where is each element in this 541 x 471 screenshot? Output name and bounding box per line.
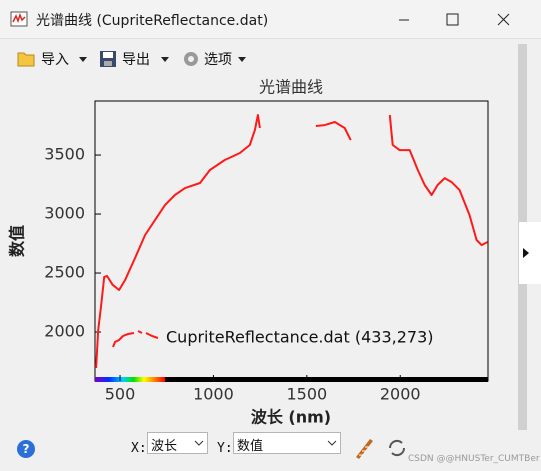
combo-arrow: [327, 440, 337, 446]
refresh-button[interactable]: [388, 439, 406, 457]
app-icon: [10, 11, 28, 27]
svg-text:?: ?: [23, 442, 30, 456]
y-tick-label: 3500: [44, 145, 85, 164]
x-tick-label: 500: [105, 385, 136, 404]
y-tick-label: 2000: [44, 322, 85, 341]
window-buttons: [399, 13, 510, 26]
window-title: 光谱曲线 (CupriteReflectance.dat): [36, 13, 269, 29]
spectrum-line: [95, 114, 489, 369]
y-selector-label: Y:: [217, 441, 233, 456]
options-icon[interactable]: [184, 52, 198, 66]
watermark: CSDN @@HNUSTer_CUMTBer: [408, 454, 540, 464]
x-selector[interactable]: 波长: [147, 432, 208, 454]
import-menu[interactable]: 导入: [41, 52, 69, 68]
x-tick-label: 1500: [286, 385, 327, 404]
close-button[interactable]: [497, 13, 510, 26]
tool-icons: [356, 439, 406, 459]
title-bar: 光谱曲线 (CupriteReflectance.dat): [0, 0, 541, 39]
arrow: [523, 248, 529, 258]
x-axis-label: 波长 (nm): [251, 408, 331, 427]
maximize-button[interactable]: [446, 13, 459, 26]
visible-spectrum: [95, 377, 165, 382]
y-selector-value: 数值: [237, 439, 264, 454]
y-axis-label: 数值: [8, 225, 27, 257]
legend-swatch: [112, 330, 159, 348]
help-button[interactable]: ?: [15, 438, 37, 460]
x-selector-label: X:: [131, 441, 147, 456]
spectrum-bar: [95, 377, 488, 382]
dropdown-arrow[interactable]: [238, 57, 246, 62]
legend-label: CupriteReflectance.dat (433,273): [166, 328, 433, 347]
x-selector-value: 波长: [151, 439, 178, 454]
y-tick-label: 2500: [44, 263, 85, 282]
options-menu[interactable]: 选项: [204, 52, 232, 68]
import-icon[interactable]: [17, 52, 35, 67]
export-menu[interactable]: 导出: [122, 52, 150, 68]
y-selector[interactable]: 数值: [233, 432, 341, 454]
combo-arrow: [194, 440, 204, 446]
dropdown-arrow[interactable]: [79, 57, 87, 62]
plot-area: [94, 100, 489, 382]
side-panel-toggle[interactable]: [519, 222, 541, 284]
chart-tool-button[interactable]: [356, 439, 373, 459]
y-tick-label: 3000: [44, 204, 85, 223]
dropdown-arrow[interactable]: [161, 57, 169, 62]
chart-title: 光谱曲线: [259, 78, 323, 97]
x-tick-label: 1000: [193, 385, 234, 404]
toolbar-icons: [17, 51, 246, 67]
x-tick-label: 2000: [380, 385, 421, 404]
export-icon[interactable]: [100, 51, 116, 67]
